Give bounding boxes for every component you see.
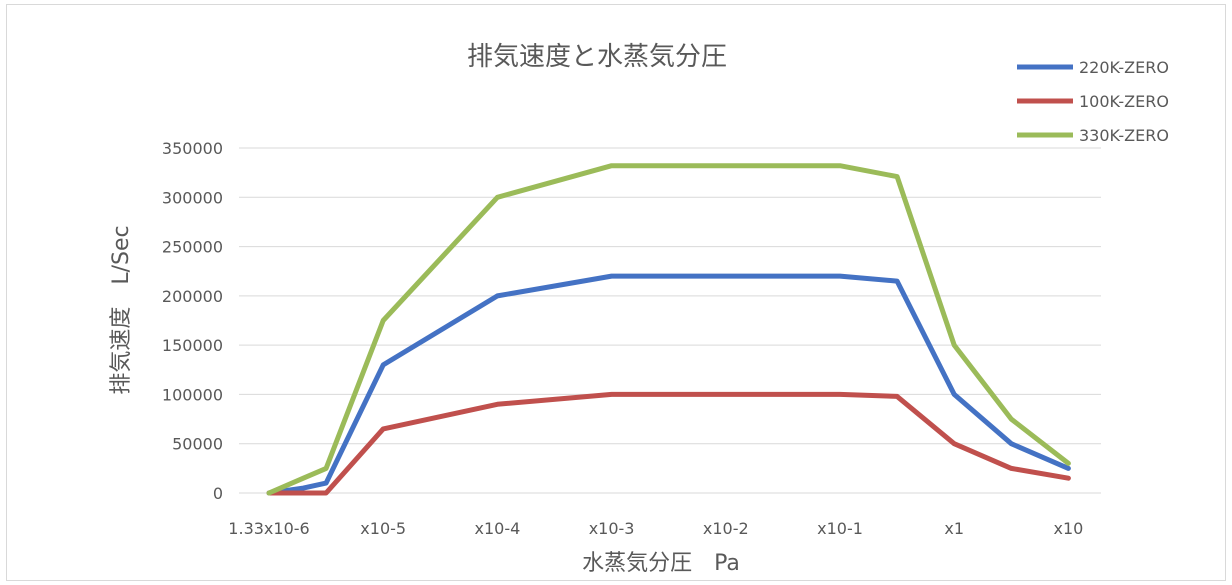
legend-label: 220K-ZERO bbox=[1079, 58, 1169, 77]
x-tick-label: x10-1 bbox=[817, 519, 863, 538]
x-axis-ticks: 1.33x10-6 x10-5 x10-4 x10-3 x10-2 x10-1 x1 x10 bbox=[228, 519, 1083, 538]
y-tick-label: 300000 bbox=[162, 188, 223, 207]
x-tick-label: x10-3 bbox=[589, 519, 635, 538]
legend-label: 100K-ZERO bbox=[1079, 92, 1169, 111]
legend-item: 330K-ZERO bbox=[1017, 126, 1169, 145]
x-tick-label: x10-4 bbox=[475, 519, 521, 538]
legend-item: 220K-ZERO bbox=[1017, 58, 1169, 77]
chart-frame: 排気速度と水蒸気分圧 0 50000 100000 150000 200000 25000… bbox=[6, 4, 1226, 581]
x-tick-label: 1.33x10-6 bbox=[228, 519, 309, 538]
y-tick-label: 150000 bbox=[162, 336, 223, 355]
y-tick-label: 100000 bbox=[162, 385, 223, 404]
y-tick-label: 0 bbox=[213, 484, 223, 503]
x-axis-title: 水蒸気分圧 Pa bbox=[582, 551, 740, 576]
x-tick-label: x10 bbox=[1053, 519, 1083, 538]
y-tick-label: 350000 bbox=[162, 139, 223, 158]
line-chart: 排気速度と水蒸気分圧 0 50000 100000 150000 200000 25000… bbox=[109, 42, 1169, 576]
legend-label: 330K-ZERO bbox=[1079, 126, 1169, 145]
y-axis-title: 排気速度 L/Sec bbox=[109, 225, 134, 394]
series-line-100k-zero bbox=[266, 391, 1071, 496]
x-tick-label: x10-5 bbox=[360, 519, 406, 538]
gridlines bbox=[239, 147, 1101, 494]
legend-item: 100K-ZERO bbox=[1017, 92, 1169, 111]
y-tick-label: 200000 bbox=[162, 287, 223, 306]
series-line-220k-zero bbox=[266, 273, 1071, 496]
y-tick-label: 50000 bbox=[172, 435, 223, 454]
legend: 220K-ZERO 100K-ZERO 330K-ZERO bbox=[1017, 58, 1169, 145]
series-line-330k-zero bbox=[266, 163, 1071, 496]
y-axis-ticks: 0 50000 100000 150000 200000 250000 300000 3500… bbox=[162, 139, 223, 503]
y-tick-label: 250000 bbox=[162, 238, 223, 257]
x-tick-label: x10-2 bbox=[703, 519, 749, 538]
x-tick-label: x1 bbox=[944, 519, 964, 538]
series-lines bbox=[266, 163, 1071, 496]
chart-title: 排気速度と水蒸気分圧 bbox=[467, 42, 727, 72]
